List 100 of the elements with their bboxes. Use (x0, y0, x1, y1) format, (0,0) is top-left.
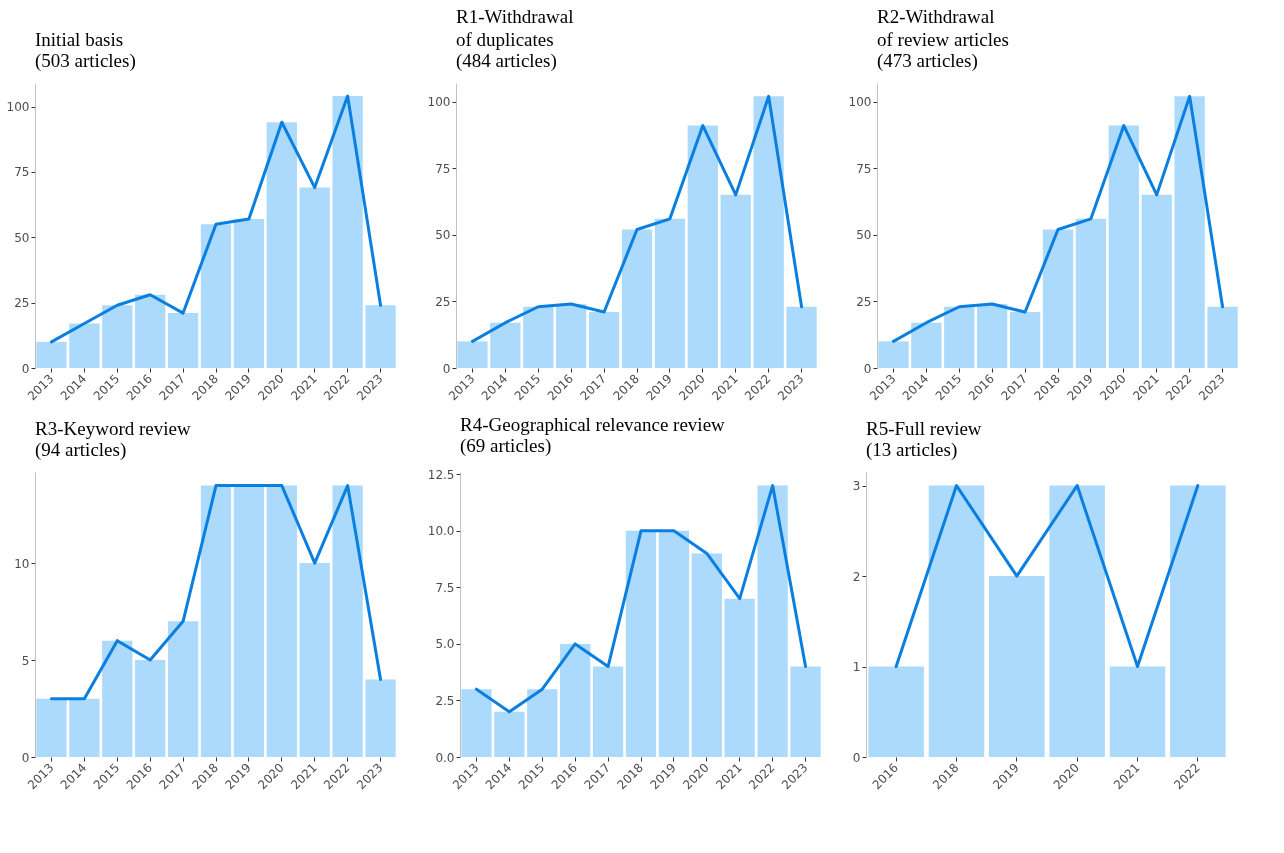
y-tick-label: 2.5 (435, 693, 455, 708)
bar (724, 598, 755, 757)
y-tick-label: 0 (21, 361, 30, 376)
y-tick-label: 5.0 (435, 637, 455, 652)
bar (944, 306, 975, 368)
chart-title: Initial basis (35, 29, 124, 50)
y-tick-label: 25 (856, 294, 872, 309)
chart-title: R5-Full review (866, 418, 982, 439)
bar (461, 689, 492, 757)
y-tick-label: 0 (863, 361, 872, 376)
bar (592, 666, 624, 757)
bar (687, 125, 718, 368)
bar (625, 530, 657, 757)
y-tick-label: 75 (856, 161, 872, 176)
bar (200, 224, 232, 368)
line-series (49, 484, 383, 701)
bar (167, 621, 199, 757)
bar (69, 323, 100, 368)
bar (654, 218, 686, 368)
bar (989, 576, 1045, 757)
bar (135, 660, 166, 757)
bar (36, 341, 67, 368)
y-tick-label: 100 (848, 95, 872, 110)
y-tick-label: 25 (14, 296, 30, 311)
y-tick-label: 100 (427, 95, 451, 110)
bar (790, 666, 821, 757)
bar (266, 485, 297, 757)
line-series (891, 94, 1225, 343)
bar (365, 679, 396, 757)
bar (1075, 218, 1107, 368)
bar (299, 187, 330, 368)
y-tick-label: 1 (852, 660, 861, 675)
bar (135, 294, 166, 368)
bar (560, 643, 591, 757)
y-tick-label: 0 (442, 361, 451, 376)
bar (1108, 125, 1139, 368)
bar (299, 563, 330, 757)
bar (200, 485, 232, 757)
bar (167, 313, 199, 368)
bar (233, 485, 265, 757)
y-tick-label: 25 (435, 294, 451, 309)
line-series (474, 484, 808, 714)
bar (1009, 312, 1041, 368)
bar (621, 229, 653, 368)
bar (36, 698, 67, 757)
y-tick-label: 3 (852, 479, 861, 494)
bar (658, 530, 690, 757)
bar (266, 122, 297, 368)
bar (868, 666, 924, 757)
bar (102, 640, 133, 757)
y-tick-label: 50 (856, 228, 872, 243)
y-tick-label: 0 (852, 750, 861, 765)
chart-subtitle: (484 articles) (456, 50, 557, 72)
y-tick-label: 75 (14, 165, 30, 180)
bar (494, 711, 525, 757)
y-tick-label: 100 (6, 100, 30, 115)
bar (233, 218, 265, 368)
bar (332, 485, 363, 757)
bar (490, 322, 521, 368)
bar (878, 341, 909, 368)
bar (332, 96, 363, 368)
y-tick-label: 10 (14, 556, 30, 571)
chart-title: R3-Keyword review (35, 418, 191, 439)
line-series (49, 94, 383, 344)
y-tick-label: 0.0 (435, 750, 455, 765)
chart-title: R1-Withdrawal of duplicates (456, 6, 574, 50)
bar (911, 322, 942, 368)
chart-subtitle: (473 articles) (877, 50, 978, 72)
bar (757, 485, 788, 757)
chart-subtitle: (94 articles) (35, 439, 127, 461)
bar (1109, 666, 1166, 757)
bar (1207, 306, 1238, 368)
line-series (470, 94, 804, 343)
y-tick-label: 75 (435, 161, 451, 176)
bar (556, 304, 587, 368)
y-tick-label: 2 (852, 569, 861, 584)
bar (691, 553, 722, 757)
bar (1174, 96, 1205, 368)
chart-subtitle: (69 articles) (460, 435, 552, 458)
bar (523, 306, 554, 368)
y-tick-label: 12.5 (427, 467, 455, 482)
bar (588, 312, 620, 368)
bar (1141, 194, 1172, 368)
y-tick-label: 5 (21, 653, 30, 668)
y-tick-label: 50 (14, 230, 30, 245)
bar (69, 698, 100, 757)
bar (527, 689, 558, 757)
chart-subtitle: (13 articles) (866, 439, 958, 461)
y-tick-label: 0 (21, 750, 30, 765)
bar (786, 306, 817, 368)
bar (1042, 229, 1074, 368)
y-tick-label: 10.0 (427, 524, 455, 539)
y-tick-label: 7.5 (435, 580, 455, 595)
bar (365, 305, 396, 368)
chart-title: R2-Withdrawal of review articles (877, 6, 1009, 50)
bar (1170, 485, 1226, 757)
bar (928, 485, 985, 757)
bar (102, 305, 133, 368)
chart-subtitle: (503 articles) (35, 50, 136, 72)
bar (457, 341, 488, 368)
